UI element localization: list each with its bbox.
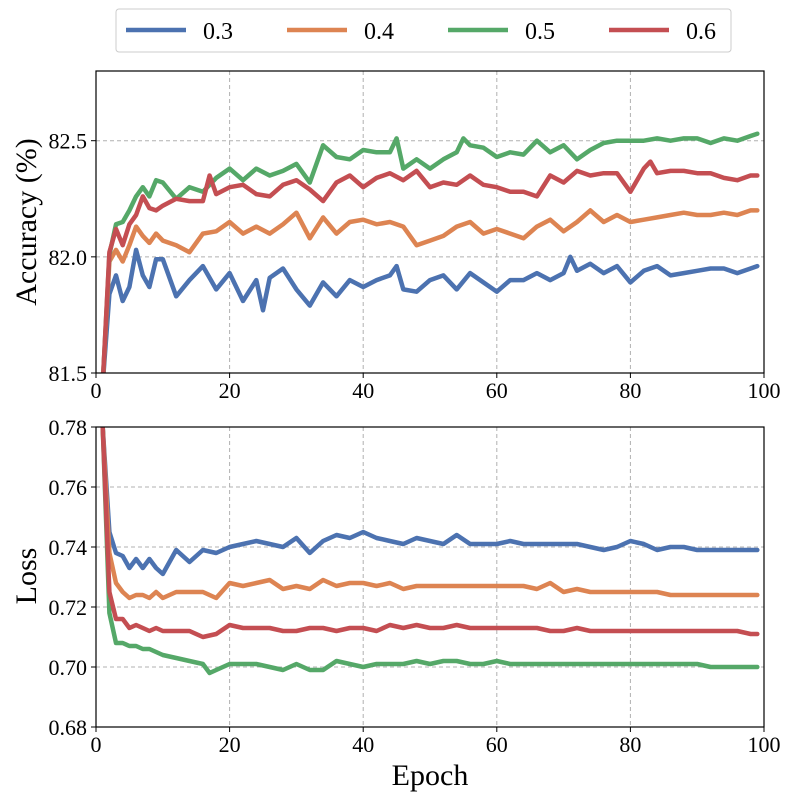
accuracy-x-tick-label: 20 (219, 378, 241, 403)
loss-x-tick-label: 40 (352, 732, 374, 757)
loss-y-tick-label: 0.78 (49, 415, 88, 440)
x-axis-title: Epoch (392, 759, 469, 792)
accuracy-series-0.5 (101, 131, 760, 373)
legend-label-0.6: 0.6 (686, 19, 716, 45)
loss-y-tick-label: 0.72 (49, 595, 88, 620)
legend-label-0.5: 0.5 (525, 19, 555, 45)
accuracy-x-tick-label: 0 (91, 378, 102, 403)
accuracy-series-0.6 (101, 159, 760, 373)
loss-series-0.3 (100, 427, 760, 577)
accuracy-x-tick-label: 40 (352, 378, 374, 403)
legend: 0.3 0.4 0.5 0.6 (115, 8, 732, 53)
accuracy-y-tick-label: 82.0 (49, 245, 88, 270)
accuracy-plot-frame (95, 70, 765, 374)
accuracy-y-tick-label: 82.5 (49, 129, 88, 154)
loss-series-0.6 (100, 427, 760, 640)
accuracy-x-tick-label: 100 (748, 378, 781, 403)
loss-x-tick-label: 100 (748, 732, 781, 757)
accuracy-panel: 0 20 40 60 80 100 81.5 82.0 82.5 (49, 70, 781, 403)
loss-y-tick-label: 0.70 (49, 655, 88, 680)
accuracy-series-0.4 (101, 208, 760, 373)
loss-y-tick-label: 0.74 (49, 535, 88, 560)
loss-x-tick-label: 60 (486, 732, 508, 757)
accuracy-x-tick-label: 80 (619, 378, 641, 403)
loss-y-axis-title: Loss (10, 548, 43, 605)
accuracy-x-tick-label: 60 (486, 378, 508, 403)
legend-label-0.3: 0.3 (203, 19, 233, 45)
accuracy-y-axis-title: Accuracy (%) (10, 138, 43, 305)
loss-y-tick-label: 0.68 (49, 715, 88, 740)
loss-plot-frame (95, 426, 765, 728)
loss-series-0.5 (100, 427, 760, 676)
legend-frame (115, 8, 732, 53)
loss-series-0.4 (100, 427, 760, 601)
loss-x-tick-label: 0 (91, 732, 102, 757)
loss-x-tick-label: 20 (219, 732, 241, 757)
accuracy-y-tick-label: 81.5 (49, 361, 88, 386)
loss-y-tick-label: 0.76 (49, 475, 88, 500)
loss-x-tick-label: 80 (619, 732, 641, 757)
accuracy-series-0.3 (101, 247, 760, 373)
legend-label-0.4: 0.4 (364, 19, 394, 45)
loss-panel: 0 20 40 60 80 100 0.68 0.70 0.72 0.74 0.76 0.78 (49, 415, 781, 757)
